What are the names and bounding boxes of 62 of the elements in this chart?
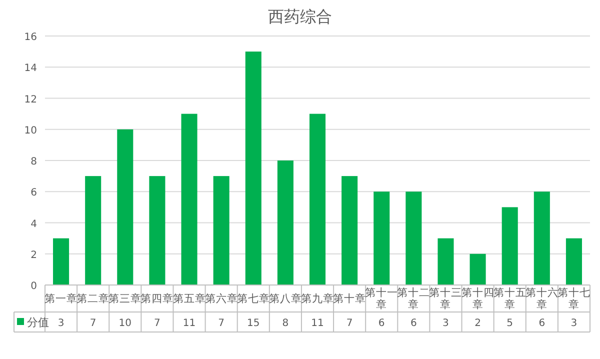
x-tick-label: 第二章 [76,292,110,305]
y-tick-label: 8 [30,156,37,168]
bar [309,114,326,285]
bar [213,176,230,285]
x-tick-label: 第十一章 [365,286,398,311]
bar [470,254,486,285]
bar [342,176,358,285]
x-tick-label: 第十四章 [461,286,494,311]
data-label: 2 [474,318,481,329]
bar [149,176,166,285]
x-tick-label: 第十五章 [493,286,526,311]
bar [406,192,422,285]
data-label: 11 [182,318,196,329]
x-tick-label: 第六章 [204,292,238,305]
data-label: 7 [154,318,160,329]
x-tick-label: 第四章 [140,292,174,305]
bar [534,192,550,285]
x-tick-label: 第十章 [333,292,366,305]
data-label: 3 [58,318,64,329]
bar [85,176,102,285]
y-tick-label: 16 [24,32,37,43]
x-tick-label: 第八章 [268,292,302,305]
x-tick-label: 第十六章 [525,286,558,311]
y-tick-label: 6 [30,188,37,199]
bar [53,238,70,285]
x-tick-label: 第十二章 [397,286,430,311]
data-label: 15 [247,318,260,329]
chart-title: 西药综合 [268,7,332,26]
legend-label: 分值 [27,316,49,329]
bar [277,160,294,285]
y-tick-label: 12 [24,94,37,106]
bar [374,192,390,285]
data-label: 6 [378,318,385,329]
data-label: 6 [538,318,546,329]
data-label: 7 [218,318,225,329]
data-label: 3 [570,318,578,329]
x-tick-label: 第一章 [44,292,78,305]
bar [245,52,262,285]
data-label: 6 [410,318,417,329]
x-tick-label: 第三章 [108,292,142,305]
data-label: 10 [118,318,132,329]
data-label: 3 [442,318,449,329]
bar [117,129,134,285]
bar [566,238,582,285]
data-label: 11 [311,318,324,329]
x-tick-label: 第七章 [236,292,270,305]
x-tick-label: 第五章 [172,292,206,305]
bar [181,114,198,285]
x-tick-label: 第十七章 [557,286,590,311]
y-tick-label: 2 [30,250,37,261]
data-label: 7 [346,318,353,329]
y-tick-label: 10 [24,125,37,136]
x-tick-label: 第十三章 [429,286,462,311]
bar [502,207,518,285]
y-tick-label: 0 [30,281,37,292]
data-label: 7 [90,318,96,329]
bar [438,238,454,285]
data-label: 5 [506,318,514,329]
x-tick-label: 第九章 [301,292,334,305]
data-label: 8 [282,318,289,329]
y-tick-label: 14 [24,63,37,74]
y-tick-label: 4 [30,218,37,230]
